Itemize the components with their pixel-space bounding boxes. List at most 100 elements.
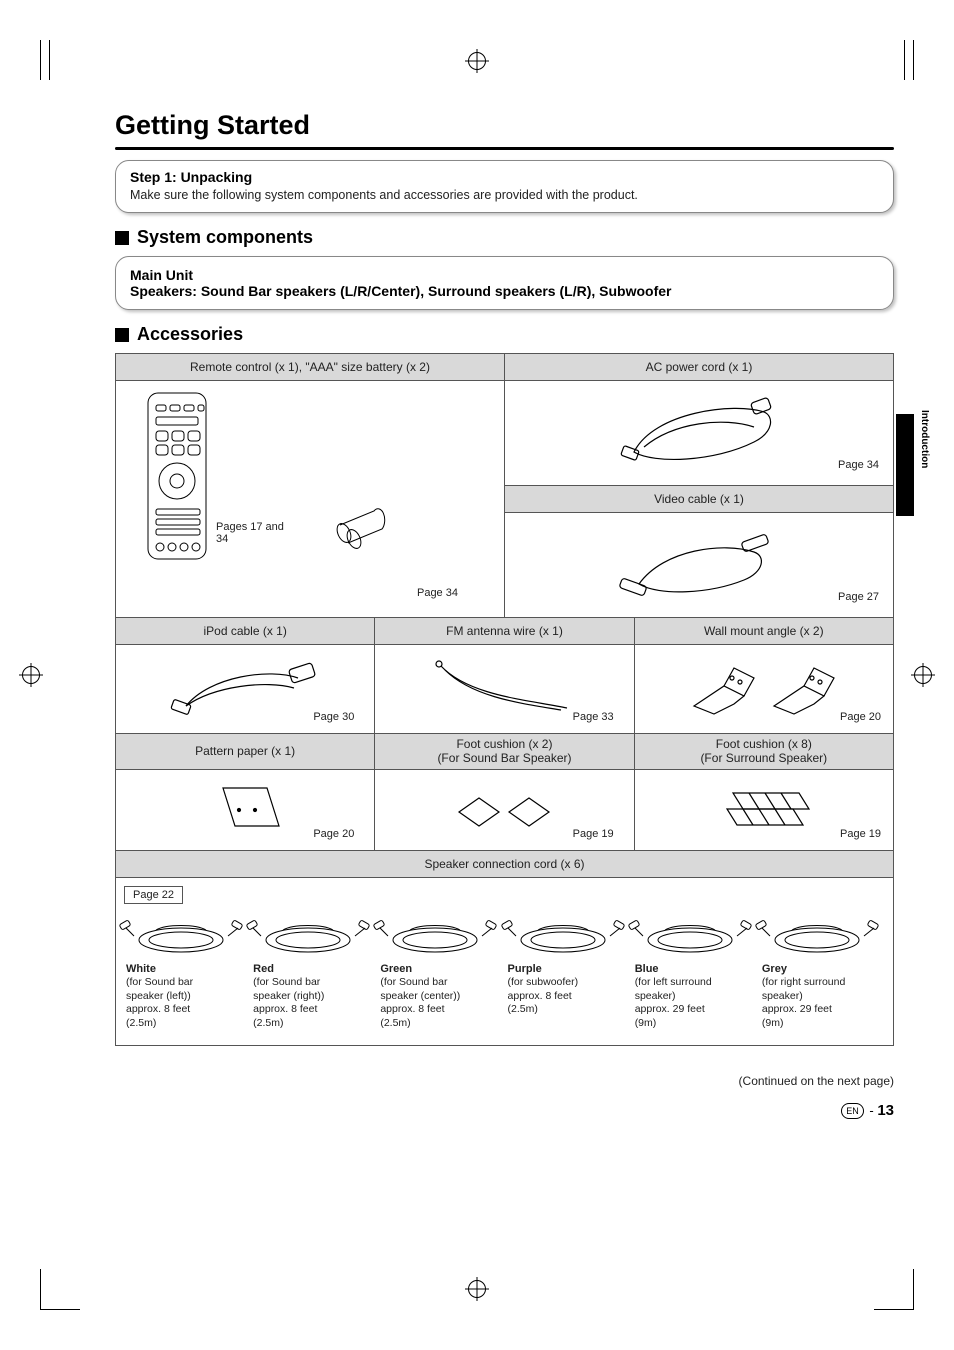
cell-header-speaker-cord: Speaker connection cord (x 6) [116,850,894,877]
cord-line: approx. 29 feet [762,1003,883,1017]
cell-header-line: (For Sound Bar Speaker) [375,751,633,765]
cable-bundle-icon [635,918,745,958]
cell-speaker-cords: Page 22 White(for Sound barspeaker (left… [116,877,894,1045]
cord-line: speaker) [635,990,756,1004]
foot-cushion-grid-icon [709,783,819,833]
power-cord-icon [614,392,784,472]
cell-header-remote: Remote control (x 1), "AAA" size battery… [116,354,505,381]
cell-foot2: Page 19 [375,769,634,850]
cord-line: approx. 8 feet [380,1003,501,1017]
cell-ac-cord: Page 34 [504,381,893,486]
remote-control-icon [142,391,212,561]
cord-line: (for Sound bar [380,976,501,990]
continued-note: (Continued on the next page) [115,1074,894,1088]
manual-page: Introduction Getting Started Step 1: Unp… [0,0,954,1350]
cell-ipod: Page 30 [116,645,375,734]
bullet-square-icon [115,328,129,342]
page-ref: Page 22 [124,886,183,904]
ipod-cable-icon [170,656,320,720]
cord-line: speaker (right)) [253,990,374,1004]
cell-header-ac: AC power cord (x 1) [504,354,893,381]
crop-mark [873,40,914,80]
cable-bundle-icon [380,918,490,958]
cord-line: speaker (center)) [380,990,501,1004]
section-heading-label: Accessories [137,324,243,345]
cord-line: approx. 8 feet [508,990,629,1004]
step-body: Make sure the following system component… [130,188,879,202]
page-ref: Page 30 [313,711,354,723]
paper-icon [205,780,285,836]
page-number-value: 13 [877,1102,894,1119]
lang-badge: EN [841,1103,864,1119]
page-ref: Pages 17 and 34 [216,521,286,545]
registration-mark-icon [914,666,932,684]
registration-mark-icon [468,1280,486,1298]
cable-bundle-icon [253,918,363,958]
cell-header-line: Foot cushion (x 2) [375,737,633,751]
registration-mark-icon [468,52,486,70]
antenna-wire-icon [429,656,579,720]
cord-line: (2.5m) [253,1017,374,1031]
cell-header-line: (For Surround Speaker) [635,751,893,765]
crop-mark [40,1269,80,1310]
section-heading-label: System components [137,227,313,248]
page-sep: - [866,1103,878,1118]
cell-header-line: Foot cushion (x 8) [635,737,893,751]
section-tab [896,414,914,516]
page-ref: Page 20 [840,711,881,723]
cord-line: approx. 8 feet [253,1003,374,1017]
cord-name: Grey [762,962,883,976]
page-ref: Page 19 [840,828,881,840]
page-ref: Page 19 [573,828,614,840]
cord-line: (for right surround [762,976,883,990]
cell-header-foot2: Foot cushion (x 2) (For Sound Bar Speake… [375,734,634,770]
cord-line: approx. 8 feet [126,1003,247,1017]
cell-header-pattern: Pattern paper (x 1) [116,734,375,770]
cord-line: (for Sound bar [126,976,247,990]
step-heading: Step 1: Unpacking [130,169,879,185]
components-line2: Speakers: Sound Bar speakers (L/R/Center… [130,283,879,299]
section-heading-components: System components [115,227,894,248]
page-ref: Page 20 [313,828,354,840]
cell257-fm: Page 33 [375,645,634,734]
crop-mark [874,1269,914,1310]
cell-remote: Pages 17 and 34 Page 34 [116,381,505,618]
page-title: Getting Started [115,110,894,141]
crop-mark [40,40,81,80]
components-box: Main Unit Speakers: Sound Bar speakers (… [115,256,894,310]
cord-line: (for subwoofer) [508,976,629,990]
cell-foot8: Page 19 [634,769,893,850]
section-tab-label: Introduction [919,410,930,468]
speaker-cord-item: Blue(for left surroundspeaker)approx. 29… [635,918,756,1031]
foot-cushion-icon [449,786,559,830]
cell-header-fm: FM antenna wire (x 1) [375,618,634,645]
page-ref: Page 34 [838,459,879,471]
cell-header-wall: Wall mount angle (x 2) [634,618,893,645]
cell-header-video: Video cable (x 1) [504,486,893,513]
cord-name: Blue [635,962,756,976]
cord-line: (2.5m) [508,1003,629,1017]
cord-name: Green [380,962,501,976]
speaker-cord-item: Purple(for subwoofer)approx. 8 feet(2.5m… [508,918,629,1031]
cord-name: White [126,962,247,976]
cable-bundle-icon [762,918,872,958]
cell-wall-mount: Page 20 [634,645,893,734]
cable-bundle-icon [126,918,236,958]
components-line1: Main Unit [130,267,879,283]
cord-line: speaker) [762,990,883,1004]
title-rule [115,147,894,150]
cord-line: approx. 29 feet [635,1003,756,1017]
cord-name: Red [253,962,374,976]
cell-header-foot8: Foot cushion (x 8) (For Surround Speaker… [634,734,893,770]
wall-mount-icon [684,656,844,720]
cord-line: (2.5m) [126,1017,247,1031]
video-cable-icon [614,524,784,604]
cord-line: (9m) [635,1017,756,1031]
registration-mark-icon [22,666,40,684]
cord-line: speaker (left)) [126,990,247,1004]
page-ref: Page 27 [838,591,879,603]
cell-pattern: Page 20 [116,769,375,850]
page-number: EN - 13 [115,1102,894,1119]
cord-line: (2.5m) [380,1017,501,1031]
speaker-cord-item: Red(for Sound barspeaker (right))approx.… [253,918,374,1031]
